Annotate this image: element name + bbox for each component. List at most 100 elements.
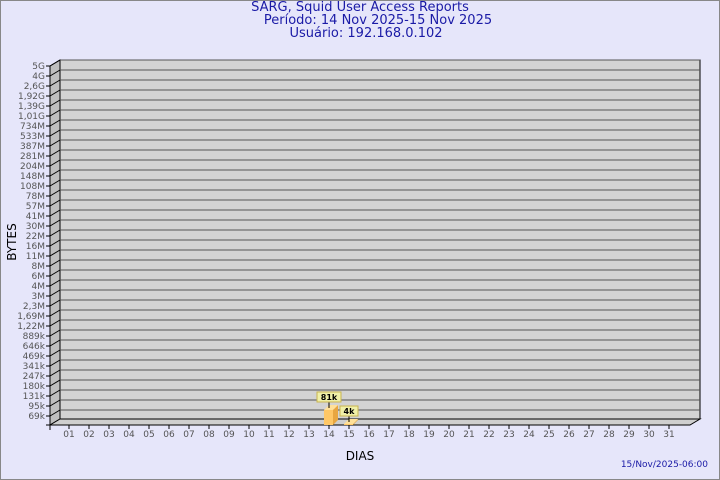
chart-subtitle-period: Período: 14 Nov 2025-15 Nov 2025	[263, 13, 493, 28]
y-tick-depth	[49, 379, 61, 387]
y-tick-label: 1,39G	[18, 102, 45, 112]
x-tick-label: 15	[343, 430, 354, 440]
y-tick-label: 204M	[20, 162, 45, 172]
y-tick-depth	[49, 359, 61, 367]
y-tick-label: 247k	[23, 372, 46, 382]
y-tick-depth	[49, 229, 61, 237]
y-tick-label: 281M	[20, 152, 45, 162]
data-label-box	[316, 391, 342, 403]
bar-side	[333, 404, 338, 425]
y-tick-depth	[49, 119, 61, 127]
x-tick-label: 18	[403, 430, 415, 440]
y-tick-label: 734M	[20, 122, 45, 132]
y-tick-depth	[49, 239, 61, 247]
y-tick-label: 1,69M	[17, 312, 45, 322]
y-tick-depth	[49, 399, 61, 407]
x-tick-label: 28	[603, 430, 615, 440]
y-tick-label: 180k	[23, 382, 46, 392]
y-tick-label: 2,6G	[24, 82, 45, 92]
y-tick-depth	[49, 289, 61, 297]
y-tick-depth	[49, 309, 61, 317]
y-tick-depth	[49, 339, 61, 347]
y-tick-depth	[49, 189, 61, 197]
y-tick-depth	[49, 129, 61, 137]
bar	[344, 424, 353, 425]
y-tick-label: 646k	[23, 342, 46, 352]
x-tick-label: 13	[303, 430, 314, 440]
y-tick-depth	[49, 179, 61, 187]
y-tick-depth	[49, 109, 61, 117]
x-tick-label: 11	[263, 430, 274, 440]
y-tick-depth	[49, 139, 61, 147]
y-tick-label: 11M	[26, 252, 45, 262]
x-tick-label: 08	[203, 430, 215, 440]
y-tick-depth	[49, 169, 61, 177]
x-tick-label: 16	[363, 430, 375, 440]
y-tick-label: 69k	[28, 412, 45, 422]
x-tick-label: 19	[423, 430, 435, 440]
y-tick-depth	[49, 409, 61, 417]
x-tick-label: 27	[583, 430, 594, 440]
y-tick-label: 341k	[23, 362, 46, 372]
data-label: 81k	[321, 393, 338, 402]
y-tick-label: 16M	[26, 242, 45, 252]
y-tick-depth	[49, 219, 61, 227]
y-tick-label: 57M	[26, 202, 45, 212]
x-tick-label: 25	[543, 430, 554, 440]
x-tick-label: 07	[183, 430, 194, 440]
y-tick-label: 22M	[26, 232, 45, 242]
y-tick-depth	[49, 199, 61, 207]
x-tick-label: 09	[223, 430, 235, 440]
x-tick-label: 22	[483, 430, 494, 440]
y-tick-label: 148M	[20, 172, 45, 182]
y-tick-label: 889k	[23, 332, 46, 342]
y-tick-label: 1,92G	[18, 92, 45, 102]
bar-side	[353, 419, 358, 425]
y-tick-label: 78M	[26, 192, 45, 202]
y-tick-label: 6M	[32, 272, 46, 282]
y-tick-label: 108M	[20, 182, 45, 192]
chart-title: SARG, Squid User Access Reports	[251, 0, 469, 15]
y-tick-depth	[49, 69, 61, 77]
bar	[324, 409, 333, 425]
y-axis-label: BYTES	[5, 223, 19, 260]
data-label-box	[339, 405, 359, 417]
x-tick-label: 23	[503, 430, 514, 440]
y-tick-label: 1,01G	[18, 112, 45, 122]
y-tick-depth	[49, 329, 61, 337]
x-tick-label: 10	[243, 430, 255, 440]
y-tick-label: 1,22M	[17, 322, 45, 332]
x-tick-label: 01	[63, 430, 74, 440]
x-tick-label: 04	[123, 430, 135, 440]
y-tick-depth	[49, 249, 61, 257]
x-tick-label: 14	[323, 430, 335, 440]
y-tick-depth	[49, 269, 61, 277]
y-tick-label: 533M	[20, 132, 45, 142]
y-tick-label: 30M	[26, 222, 45, 232]
footer-timestamp: 15/Nov/2025-06:00	[620, 460, 708, 470]
x-tick-label: 17	[383, 430, 394, 440]
x-tick-label: 06	[163, 430, 175, 440]
y-tick-label: 4M	[32, 282, 46, 292]
y-tick-depth	[49, 209, 61, 217]
x-axis-label: DIAS	[346, 449, 375, 463]
y-tick-depth	[49, 259, 61, 267]
x-tick-label: 12	[283, 430, 294, 440]
y-tick-depth	[49, 59, 61, 67]
x-tick-label: 21	[463, 430, 474, 440]
x-tick-label: 24	[523, 430, 535, 440]
y-tick-depth	[49, 89, 61, 97]
y-tick-label: 4G	[32, 72, 45, 82]
x-tick-label: 02	[83, 430, 94, 440]
y-tick-label: 41M	[26, 212, 45, 222]
x-tick-label: 30	[643, 430, 655, 440]
y-tick-depth	[49, 79, 61, 87]
bar-top	[344, 419, 358, 424]
x-tick-label: 26	[563, 430, 575, 440]
y-tick-depth	[49, 299, 61, 307]
y-tick-label: 469k	[23, 352, 46, 362]
y-tick-label: 5G	[32, 62, 45, 72]
y-tick-depth	[49, 389, 61, 397]
plot-floor	[48, 418, 702, 426]
